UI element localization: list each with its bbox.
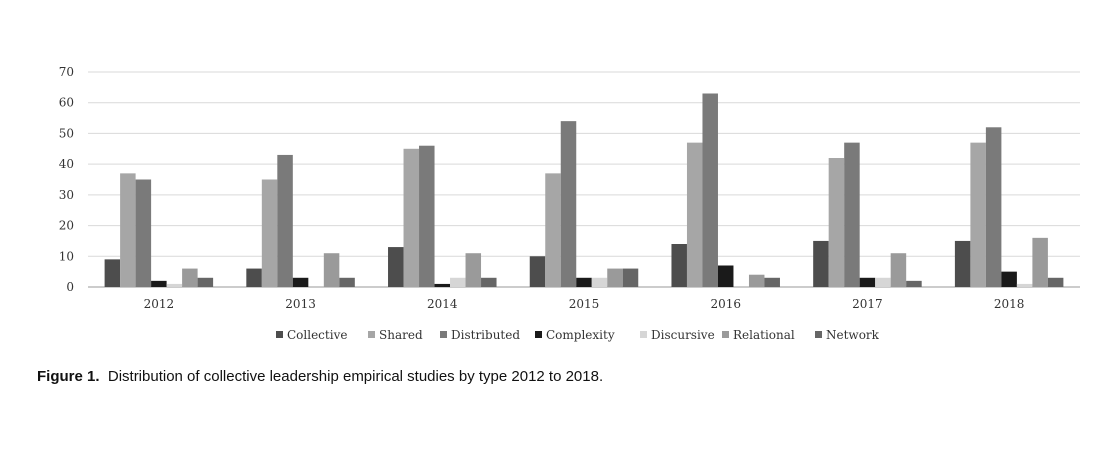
bar-shared-2018 — [970, 142, 986, 287]
x-tick-label: 2018 — [994, 297, 1025, 311]
legend-label-collective: Collective — [287, 328, 347, 342]
bar-discursive-2017 — [875, 277, 891, 287]
bar-chart: 0 10 20 30 40 50 60 70 2012 2013 2014 2015 2016 2017… — [59, 65, 1080, 342]
bar-shared-2015 — [545, 173, 561, 287]
x-tick-label: 2016 — [710, 297, 741, 311]
legend-label-network: Network — [826, 328, 880, 342]
bar-network-2014 — [481, 277, 497, 287]
bar-collective-2016 — [671, 244, 687, 287]
bar-complexity-2015 — [576, 277, 592, 287]
bar-complexity-2014 — [434, 283, 451, 287]
bar-shared-2017 — [828, 158, 845, 287]
legend-swatch-distributed — [440, 331, 447, 338]
bar-relational-2015 — [607, 268, 623, 287]
y-tick-label: 40 — [59, 157, 74, 171]
bar-network-2012 — [197, 277, 214, 287]
legend-label-discursive: Discursive — [651, 328, 715, 342]
legend-label-complexity: Complexity — [546, 328, 615, 342]
bar-collective-2015 — [529, 256, 546, 287]
x-tick-label: 2012 — [144, 297, 175, 311]
bar-complexity-2017 — [859, 277, 876, 287]
bar-distributed-2013 — [277, 154, 293, 287]
bar-complexity-2016 — [717, 265, 734, 287]
legend-swatch-collective — [276, 331, 283, 338]
bar-shared-2016 — [686, 142, 703, 287]
bar-collective-2014 — [388, 247, 404, 287]
bar-relational-2013 — [323, 253, 340, 287]
bar-discursive-2015 — [591, 277, 608, 287]
legend: Collective Shared Distributed Complexity Dis… — [276, 328, 880, 342]
legend-label-distributed: Distributed — [451, 328, 520, 342]
bars — [104, 93, 1064, 288]
legend-swatch-complexity — [535, 331, 542, 338]
y-tick-label: 70 — [59, 65, 74, 79]
x-tick-label: 2017 — [852, 297, 883, 311]
bar-relational-2012 — [182, 268, 198, 287]
bar-distributed-2018 — [985, 127, 1002, 288]
bar-network-2016 — [764, 277, 780, 287]
y-axis: 0 10 20 30 40 50 60 70 — [59, 65, 74, 294]
legend-swatch-shared — [368, 331, 375, 338]
bar-collective-2012 — [104, 259, 121, 287]
legend-swatch-relational — [722, 331, 729, 338]
legend-swatch-discursive — [640, 331, 647, 338]
bar-relational-2014 — [465, 253, 482, 287]
y-tick-label: 10 — [59, 249, 74, 263]
bar-complexity-2018 — [1001, 271, 1017, 287]
bar-network-2015 — [622, 268, 639, 287]
bar-distributed-2015 — [560, 121, 577, 288]
bar-collective-2017 — [813, 240, 829, 287]
bar-distributed-2014 — [419, 145, 435, 287]
y-tick-label: 20 — [59, 219, 74, 233]
bar-distributed-2016 — [702, 93, 718, 287]
bar-network-2018 — [1047, 277, 1064, 287]
bar-complexity-2012 — [151, 280, 167, 287]
x-tick-label: 2015 — [569, 297, 600, 311]
x-tick-label: 2014 — [427, 297, 458, 311]
y-tick-label: 50 — [59, 126, 74, 140]
gridlines — [88, 71, 1080, 288]
bar-relational-2017 — [890, 253, 907, 287]
bar-network-2017 — [906, 280, 922, 287]
figure-caption-text: Distribution of collective leadership em… — [107, 368, 604, 385]
bar-shared-2014 — [403, 148, 420, 287]
bar-shared-2012 — [120, 173, 136, 287]
bar-relational-2018 — [1032, 237, 1048, 287]
bar-discursive-2012 — [166, 283, 183, 287]
bar-collective-2018 — [954, 240, 971, 287]
bar-relational-2016 — [748, 274, 765, 287]
legend-swatch-network — [815, 331, 822, 338]
figure-caption-label: Figure 1. — [37, 368, 100, 385]
figure-caption: Figure 1. Distribution of collective lea… — [37, 368, 603, 385]
bar-discursive-2014 — [450, 277, 466, 287]
legend-label-shared: Shared — [379, 328, 423, 342]
bar-shared-2013 — [261, 179, 278, 287]
x-axis: 2012 2013 2014 2015 2016 2017 2018 — [144, 297, 1025, 311]
y-tick-label: 0 — [66, 280, 74, 294]
bar-distributed-2017 — [844, 142, 860, 287]
bar-complexity-2013 — [292, 277, 309, 287]
y-tick-label: 30 — [59, 188, 74, 202]
legend-label-relational: Relational — [733, 328, 795, 342]
bar-collective-2013 — [246, 268, 262, 287]
bar-discursive-2018 — [1016, 283, 1033, 287]
bar-distributed-2012 — [135, 179, 152, 287]
x-tick-label: 2013 — [285, 297, 316, 311]
bar-network-2013 — [339, 277, 355, 287]
y-tick-label: 60 — [59, 96, 74, 110]
